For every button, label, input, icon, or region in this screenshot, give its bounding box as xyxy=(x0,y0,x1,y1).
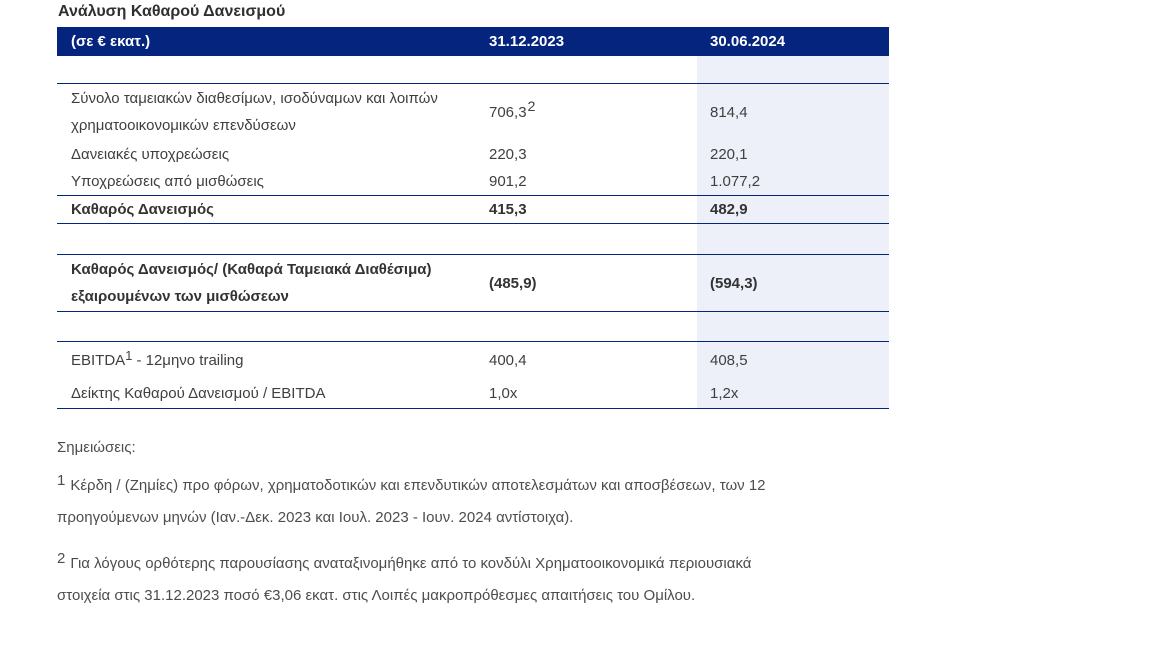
row-label: Καθαρός Δανεισμός/ (Καθαρά Ταμειακά Διαθ… xyxy=(71,261,432,305)
value-2024: (594,3) xyxy=(697,255,889,311)
footnote-ref-1: 1 xyxy=(125,347,133,363)
footnote-1: 1 Κέρδη / (Ζημίες) προ φόρων, χρηματοδοτι… xyxy=(57,470,947,534)
row-label: Σύνολο ταμειακών διαθεσίμων, ισοδύναμων … xyxy=(71,90,438,134)
spacer-row xyxy=(57,312,889,342)
spacer-row xyxy=(57,224,889,255)
row-label: Δείκτης Καθαρού Δανεισμού / EBITDA xyxy=(71,384,326,402)
footnote-1-line1: Κέρδη / (Ζημίες) προ φόρων, χρηματοδοτικ… xyxy=(70,477,766,494)
header-col-2024: 30.06.2024 xyxy=(710,33,786,50)
value-2024: 814,4 xyxy=(697,84,889,140)
value-2023: (485,9) xyxy=(489,274,537,292)
footnote-2-marker: 2 xyxy=(57,550,66,568)
footnote-2: 2 Για λόγους ορθότερης παρουσίασης αναταξ… xyxy=(57,548,947,612)
table-row-cash: Σύνολο ταμειακών διαθεσίμων, ισοδύναμων … xyxy=(57,84,889,140)
value-2024: 1,2x xyxy=(697,378,889,408)
row-label: Υποχρεώσεις από μισθώσεις xyxy=(71,173,264,190)
table-row-net-debt: Καθαρός Δανεισμός 415,3 482,9 xyxy=(57,196,889,224)
value-2023: 706,32 xyxy=(489,98,536,121)
footnotes-title: Σημειώσεις: xyxy=(57,439,136,456)
value-2024: 482,9 xyxy=(697,196,889,223)
value-2023: 220,3 xyxy=(489,145,527,163)
value-2023: 1,0x xyxy=(489,384,518,402)
page-title: Ανάλυση Καθαρού Δανεισμού xyxy=(58,3,286,20)
footnote-1-marker: 1 xyxy=(57,472,66,490)
table-row-ebitda: EBITDA1 - 12μηνο trailing 400,4 408,5 xyxy=(57,342,889,378)
row-label: Δανειακές υποχρεώσεις xyxy=(71,145,230,163)
footnote-2-line1: Για λόγους ορθότερης παρουσίασης αναταξι… xyxy=(70,555,752,572)
value-2024: 220,1 xyxy=(697,140,889,168)
footnote-ref-2: 2 xyxy=(527,98,536,115)
table-row-loans: Δανειακές υποχρεώσεις 220,3 220,1 xyxy=(57,140,889,168)
net-debt-table: (σε € εκατ.) 31.12.2023 30.06.2024 Σύνολ… xyxy=(57,27,889,409)
table-header-row: (σε € εκατ.) 31.12.2023 30.06.2024 xyxy=(57,27,889,56)
value-2023: 901,2 xyxy=(489,173,527,190)
table-row-leases: Υποχρεώσεις από μισθώσεις 901,2 1.077,2 xyxy=(57,168,889,196)
footnote-2-line2: στοιχεία στις 31.12.2023 ποσό €3,06 εκατ… xyxy=(57,587,696,604)
value-2024: 1.077,2 xyxy=(697,168,889,195)
row-label: EBITDA1 - 12μηνο trailing xyxy=(71,347,244,369)
table-row-net-debt-ebitda-ratio: Δείκτης Καθαρού Δανεισμού / EBITDA 1,0x … xyxy=(57,378,889,409)
footnote-1-line2: προηγούμενων μηνών (Ιαν.-Δεκ. 2023 και Ι… xyxy=(57,509,574,526)
table-row-net-debt-excl-leases: Καθαρός Δανεισμός/ (Καθαρά Ταμειακά Διαθ… xyxy=(57,255,889,312)
value-2024: 408,5 xyxy=(697,342,889,378)
value-2023: 415,3 xyxy=(489,201,527,218)
spacer-row xyxy=(57,56,889,84)
header-units-label: (σε € εκατ.) xyxy=(71,33,151,50)
document-page: Ανάλυση Καθαρού Δανεισμού (σε € εκατ.) 3… xyxy=(57,3,947,612)
row-label: Καθαρός Δανεισμός xyxy=(71,201,214,218)
header-col-2023: 31.12.2023 xyxy=(489,33,565,50)
footnotes-section: Σημειώσεις: 1 Κέρδη / (Ζημίες) προ φόρων,… xyxy=(57,438,947,612)
value-2023: 400,4 xyxy=(489,351,527,369)
